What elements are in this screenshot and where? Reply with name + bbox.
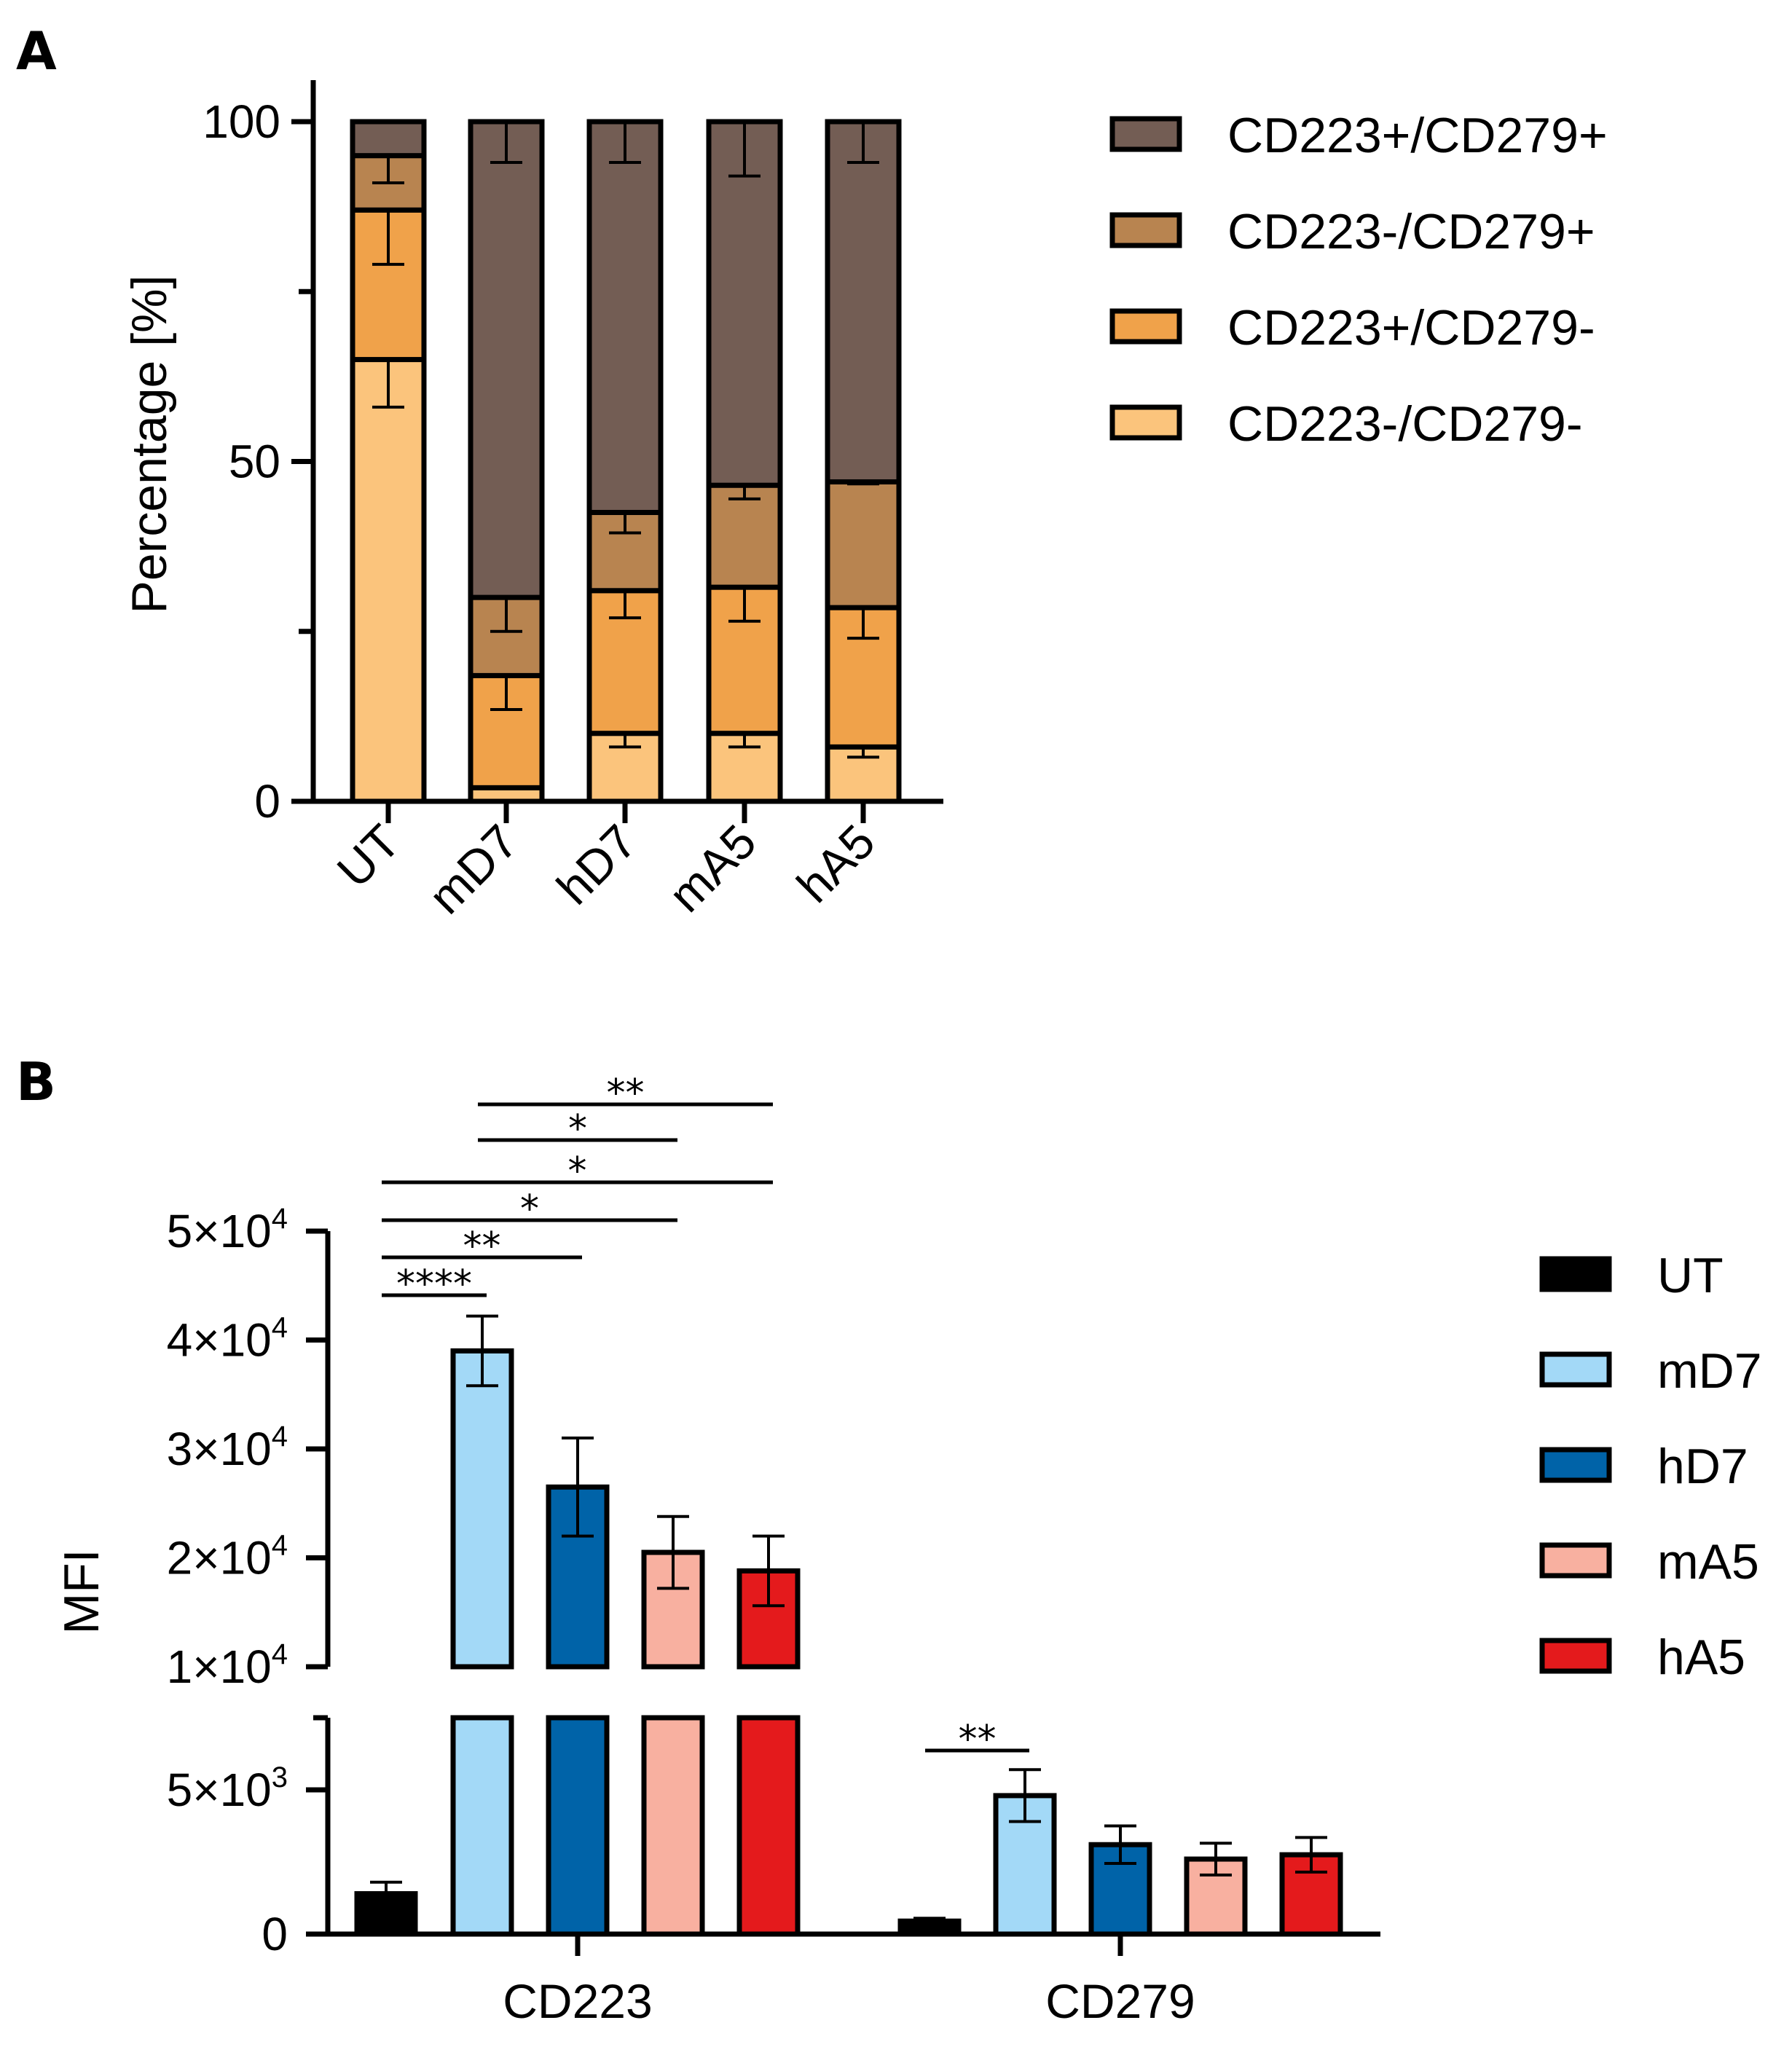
- y-tick-label-b-exponent: 4: [272, 1638, 288, 1670]
- y-tick-label-b-exponent: 4: [272, 1530, 288, 1562]
- legend-swatch-b: [1539, 1638, 1612, 1674]
- chart-a: 0 50 100 Percentage [%] UT mD7 hD7 mA5 hA5: [122, 80, 943, 924]
- y-tick-label-b-exponent: 3: [272, 1761, 288, 1793]
- legend-swatch-b: [1539, 1351, 1612, 1388]
- legend-label-b: mA5: [1657, 1534, 1759, 1590]
- y-axis-title-b: MFI: [54, 1549, 109, 1634]
- legend-swatch-b: [1539, 1447, 1612, 1483]
- x-group-label-b: CD223: [503, 1974, 652, 2028]
- stacked-bar-segment: [586, 119, 664, 515]
- x-group-label-b: CD279: [1045, 1974, 1195, 2028]
- y-tick-label-b-mantissa: 1×10: [167, 1641, 272, 1693]
- y-axis-title-a: Percentage [%]: [122, 275, 177, 614]
- y-tick-label-b-mantissa: 5×10: [167, 1205, 272, 1257]
- y-tick-label-b: 0: [262, 1908, 288, 1960]
- y-tick-label-b: 2×104: [167, 1530, 288, 1584]
- legend-swatch-a: [1109, 404, 1182, 441]
- y-tick-label-a: 0: [254, 775, 280, 828]
- y-tick-label-b: 5×103: [167, 1761, 288, 1816]
- x-tick-label-a: hD7: [546, 814, 647, 915]
- significance-label: **: [959, 1718, 997, 1761]
- bar-lower-segment: [641, 1715, 705, 1937]
- legend-swatch-a: [1109, 308, 1182, 345]
- bar-lower-segment: [450, 1715, 514, 1937]
- stacked-bar-segment: [706, 482, 783, 590]
- stacked-bar-segment: [350, 357, 427, 804]
- panel-b-letter: B: [16, 1051, 56, 1112]
- bar-lower-segment: [546, 1715, 610, 1937]
- y-tick-label-b-exponent: 4: [272, 1203, 288, 1235]
- y-tick-label-b-mantissa: 2×10: [167, 1532, 272, 1584]
- y-tick-label-b: 3×104: [167, 1421, 288, 1475]
- significance-label: ****: [396, 1262, 472, 1306]
- legend-label-a: CD223-/CD279-: [1227, 396, 1583, 452]
- x-tick-label-a: mA5: [659, 814, 766, 922]
- legend-swatch-a: [1109, 116, 1182, 152]
- y-tick-label-b-exponent: 4: [272, 1312, 288, 1344]
- legend-label-b: hD7: [1657, 1439, 1748, 1494]
- x-tick-label-a: hA5: [787, 814, 885, 913]
- legend-b: UT mD7 hD7 mA5 hA5: [1539, 1248, 1762, 1685]
- stacked-bar-segment: [468, 119, 545, 600]
- bar-lower-segment: [736, 1715, 801, 1937]
- stacked-bar-segment: [706, 119, 783, 488]
- significance-label: **: [463, 1225, 501, 1268]
- legend-label-a: CD223-/CD279+: [1227, 204, 1595, 259]
- y-tick-label-b: 5×104: [167, 1203, 288, 1257]
- legend-label-a: CD223+/CD279-: [1227, 300, 1595, 355]
- y-tick-label-b-mantissa: 4×10: [167, 1314, 272, 1367]
- stacked-bar-segment: [825, 479, 902, 610]
- significance-label: *: [568, 1107, 587, 1151]
- legend-label-a: CD223+/CD279+: [1227, 108, 1608, 163]
- y-tick-label-b: 1×104: [167, 1638, 288, 1693]
- stacked-bar-segment: [350, 119, 427, 159]
- stacked-bar-segment: [825, 119, 902, 484]
- significance-label: *: [520, 1187, 539, 1231]
- y-tick-label-b-mantissa: 3×10: [167, 1423, 272, 1475]
- legend-a: CD223+/CD279+ CD223-/CD279+ CD223+/CD279- C…: [1109, 108, 1608, 452]
- legend-label-b: hA5: [1657, 1630, 1745, 1685]
- legend-swatch-b: [1539, 1542, 1612, 1579]
- y-tick-label-b: 4×104: [167, 1312, 288, 1367]
- x-tick-label-a: mD7: [418, 814, 528, 924]
- y-tick-label-a: 50: [229, 436, 280, 488]
- legend-swatch-b: [1539, 1256, 1612, 1292]
- significance-label: *: [568, 1150, 587, 1193]
- bar: [450, 1348, 514, 1670]
- y-tick-label-b-exponent: 4: [272, 1421, 288, 1453]
- y-tick-label-b-mantissa: 5×10: [167, 1764, 272, 1816]
- legend-label-b: UT: [1657, 1248, 1724, 1303]
- significance-label: **: [607, 1072, 645, 1115]
- legend-swatch-a: [1109, 212, 1182, 248]
- panel-a-letter: A: [16, 20, 57, 82]
- x-tick-label-a: UT: [326, 814, 410, 898]
- legend-label-b: mD7: [1657, 1343, 1762, 1399]
- y-tick-label-a: 100: [203, 95, 280, 148]
